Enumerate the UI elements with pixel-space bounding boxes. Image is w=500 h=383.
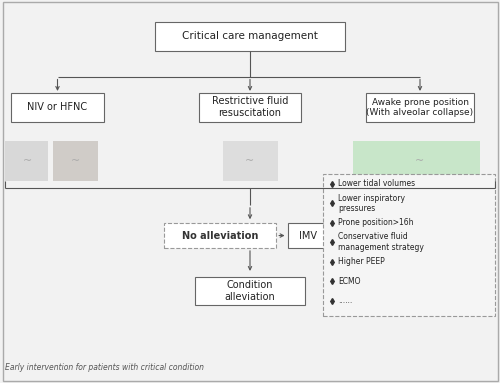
Text: ~: ~ xyxy=(23,156,32,166)
Text: Restrictive fluid
resuscitation: Restrictive fluid resuscitation xyxy=(212,97,288,118)
Text: No alleviation: No alleviation xyxy=(182,231,258,241)
Text: Lower tidal volumes: Lower tidal volumes xyxy=(338,179,415,188)
Bar xyxy=(288,223,328,248)
Text: ~: ~ xyxy=(416,156,424,166)
Text: Higher PEEP: Higher PEEP xyxy=(338,257,385,266)
Bar xyxy=(199,93,301,122)
Text: ~: ~ xyxy=(70,156,80,166)
Text: Early intervention for patients with critical condition: Early intervention for patients with cri… xyxy=(5,363,204,372)
Text: Critical care management: Critical care management xyxy=(182,31,318,41)
Bar xyxy=(164,223,276,248)
Text: Prone position>16h: Prone position>16h xyxy=(338,218,414,227)
Text: Awake prone position
(With alveolar collapse): Awake prone position (With alveolar coll… xyxy=(366,98,474,117)
Text: NIV or HFNC: NIV or HFNC xyxy=(28,102,88,112)
Bar xyxy=(5,141,48,181)
Bar xyxy=(195,277,305,306)
Text: Lower inspiratory
pressures: Lower inspiratory pressures xyxy=(338,193,406,213)
Text: ~: ~ xyxy=(246,156,254,166)
Text: ......: ...... xyxy=(338,296,353,305)
Text: ECMO: ECMO xyxy=(338,277,361,286)
Bar xyxy=(352,141,480,181)
Bar xyxy=(322,174,495,316)
Text: IMV: IMV xyxy=(298,231,316,241)
Bar xyxy=(155,22,345,51)
Text: Condition
alleviation: Condition alleviation xyxy=(224,280,276,302)
Text: Conservative fluid
management strategy: Conservative fluid management strategy xyxy=(338,232,424,252)
Bar xyxy=(12,93,104,122)
Bar xyxy=(222,141,278,181)
Bar xyxy=(366,93,474,122)
Bar xyxy=(52,141,98,181)
